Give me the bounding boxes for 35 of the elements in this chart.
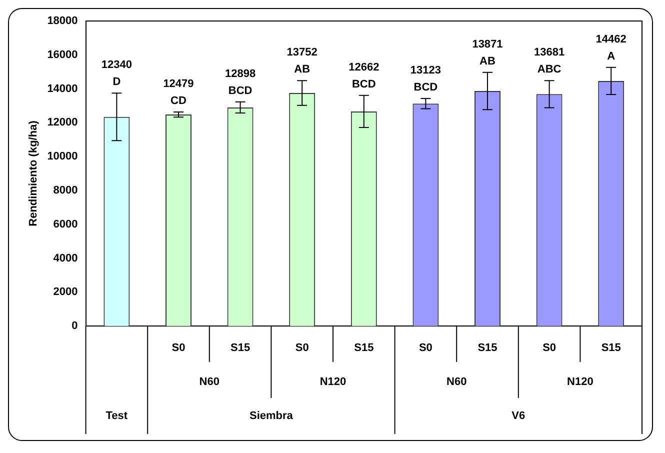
y-tick-label: 14000 — [47, 82, 78, 95]
y-tick-label: 4000 — [53, 252, 78, 264]
text: N120 — [567, 376, 594, 388]
text: Test — [106, 410, 128, 422]
x-tick-label: S15 — [601, 342, 621, 354]
text: N60 — [446, 376, 467, 388]
y-tick-label: 0 — [72, 320, 78, 332]
data-label: 13681 ABC — [534, 46, 565, 76]
x-tick-label: S0 — [295, 342, 309, 354]
y-axis-title: Rendimiento (kg/ha) — [28, 120, 40, 226]
y-tick-label: 6000 — [53, 218, 78, 230]
data-label: 14462 A — [596, 33, 626, 62]
y-tick-label: 16000 — [47, 48, 78, 61]
y-tick-label: 12000 — [47, 116, 78, 129]
data-label: 12340 D — [101, 59, 132, 88]
x-tick-label: S0 — [542, 342, 556, 354]
y-tick-label: 10000 — [47, 150, 78, 163]
data-label: 13752 AB — [286, 46, 318, 76]
data-label: 12479 CD — [163, 78, 194, 108]
text: V6 — [512, 410, 526, 422]
x-tick-label: S15 — [230, 342, 250, 354]
y-tick-label: 18000 — [47, 15, 78, 28]
x-tick-label: S15 — [354, 342, 374, 354]
x-tick-label: S0 — [172, 342, 186, 354]
x-tick-label: S15 — [478, 342, 498, 354]
data-label: 12898 BCD — [224, 68, 256, 97]
data-label: 12662 BCD — [348, 61, 380, 90]
data-label: 13123 BCD — [410, 64, 441, 94]
x-tick-label: S0 — [418, 342, 432, 354]
data-label: 13871 AB — [472, 38, 503, 68]
y-tick-label: 2000 — [53, 286, 78, 298]
text: N60 — [199, 376, 220, 388]
y-tick-label: 8000 — [53, 184, 78, 196]
text: N120 — [320, 376, 346, 388]
text: Siembra — [249, 410, 294, 422]
